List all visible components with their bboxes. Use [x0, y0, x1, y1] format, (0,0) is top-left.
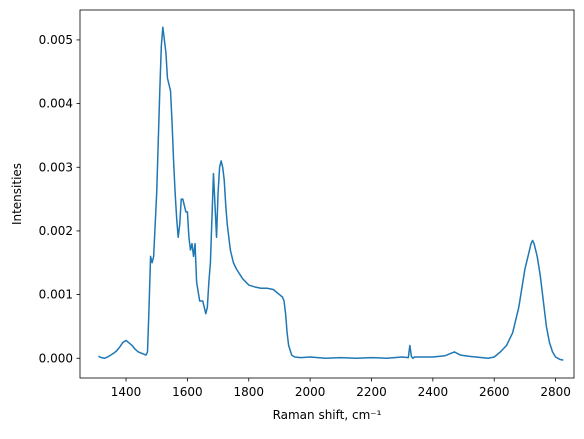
x-tick-label: 2800: [540, 385, 571, 399]
y-tick-label: 0.000: [39, 351, 73, 365]
data-line: [98, 26, 564, 361]
y-tick-label: 0.002: [39, 224, 73, 238]
x-tick-label: 2600: [479, 385, 510, 399]
y-tick-label: 0.005: [39, 33, 73, 47]
x-axis-label: Raman shift, cm⁻¹: [273, 408, 382, 422]
x-tick-label: 1400: [111, 385, 142, 399]
plot-frame: [79, 9, 575, 379]
x-tick-label: 2000: [295, 385, 326, 399]
x-tick-label: 1600: [172, 385, 203, 399]
y-tick-label: 0.001: [39, 288, 73, 302]
x-tick-label: 2400: [418, 385, 449, 399]
y-axis-label: Intensities: [10, 163, 24, 225]
y-tick-label: 0.004: [39, 97, 73, 111]
x-tick-label: 1800: [233, 385, 264, 399]
x-tick-label: 2200: [356, 385, 387, 399]
y-tick-label: 0.003: [39, 160, 73, 174]
